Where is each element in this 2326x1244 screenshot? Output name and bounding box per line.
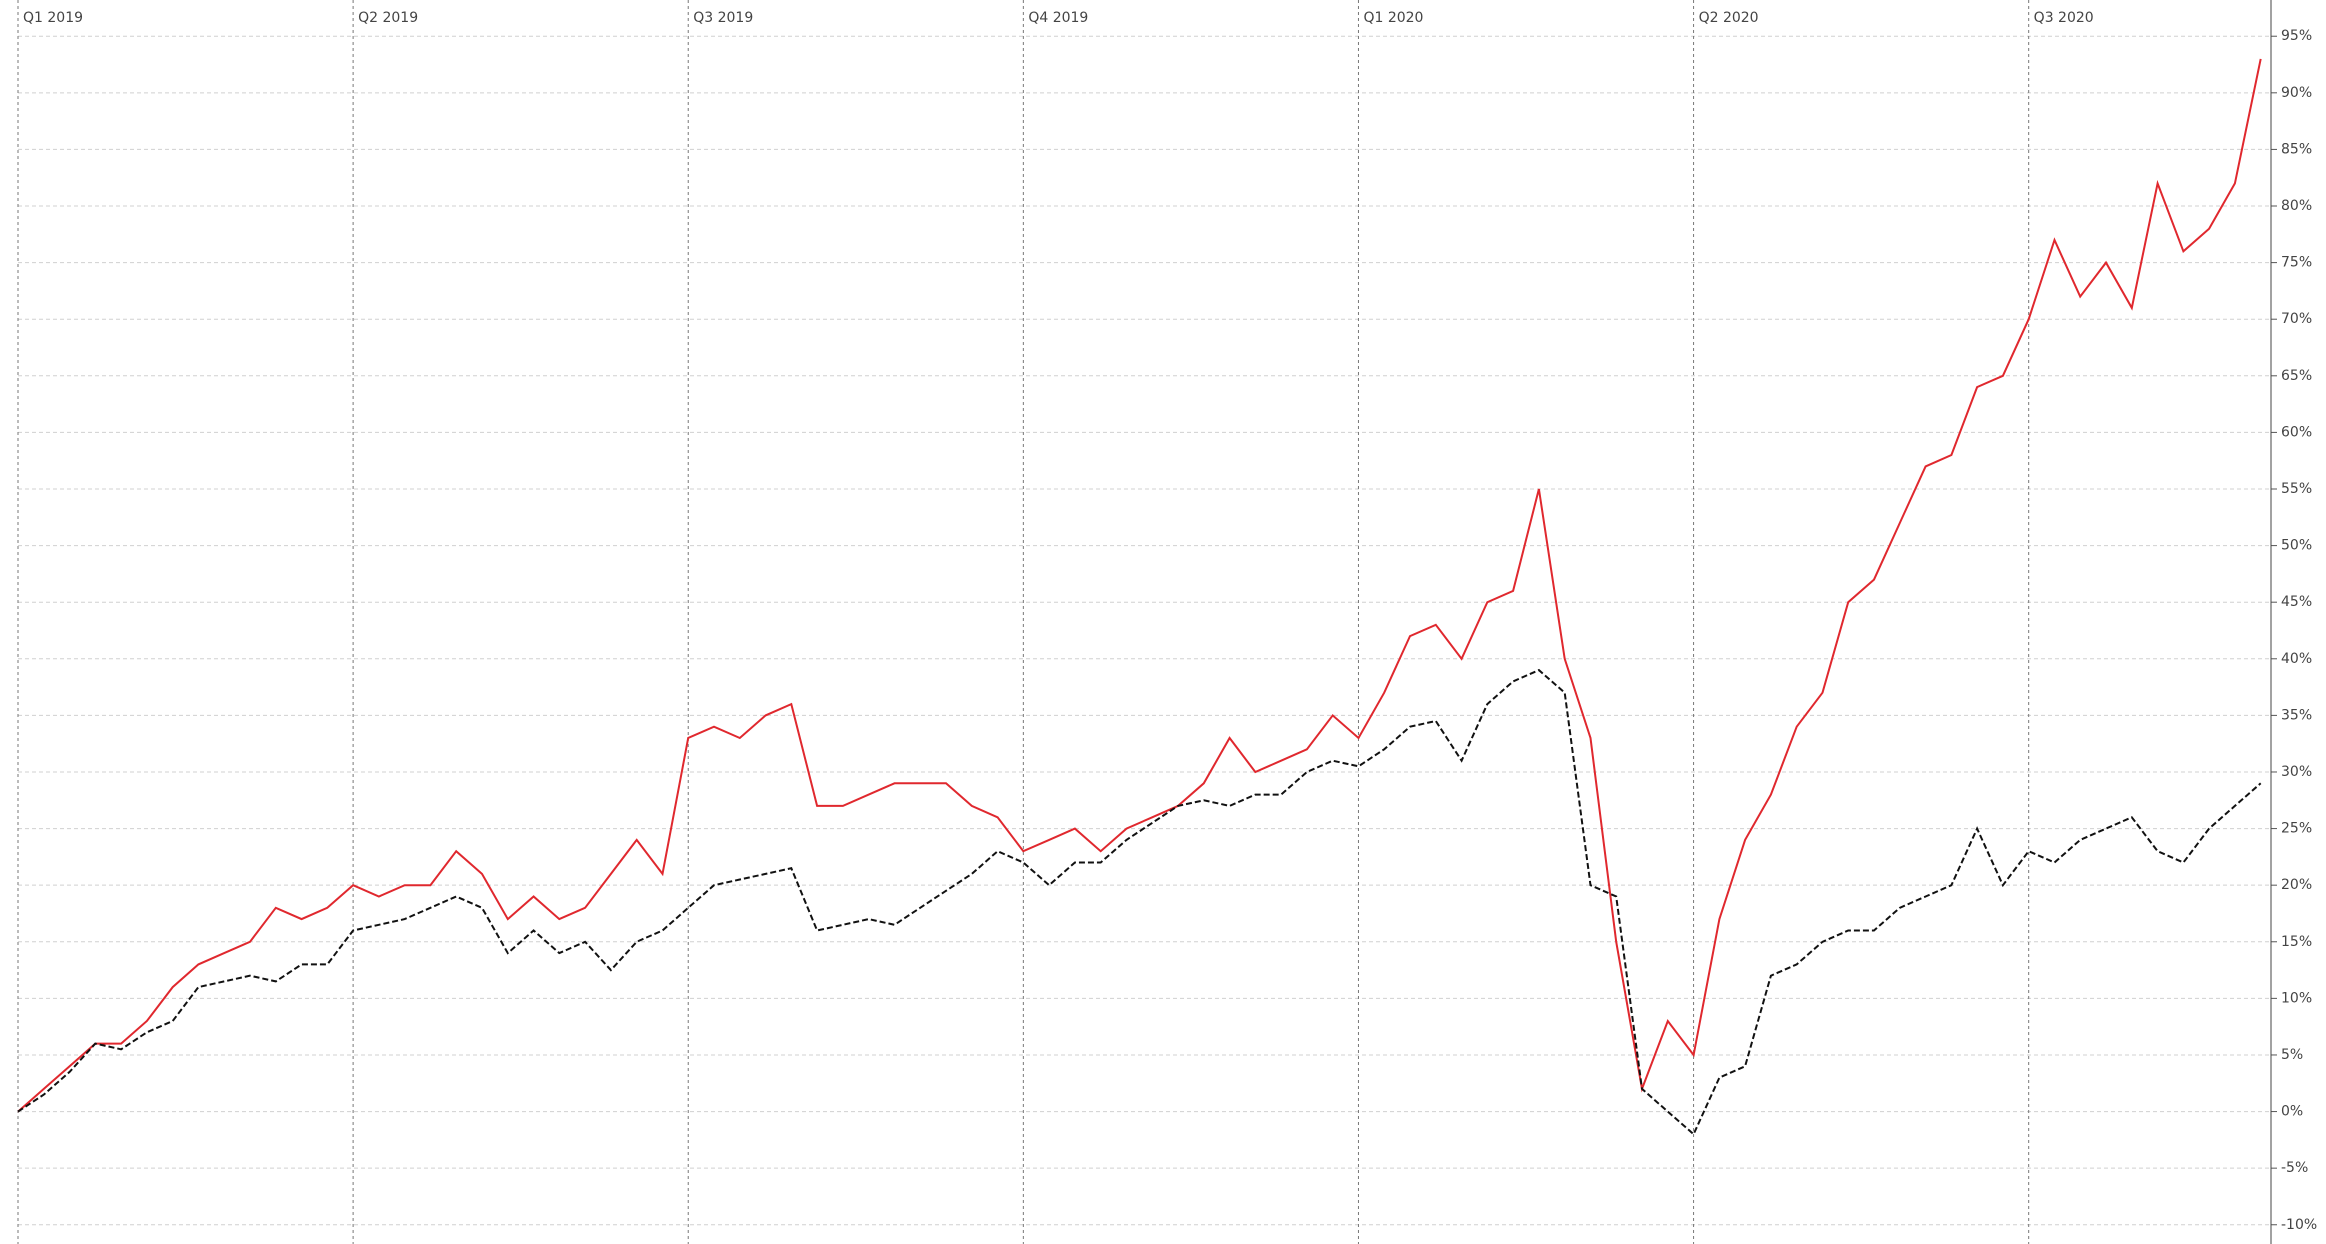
y-tick-label: 20% — [2281, 877, 2312, 893]
x-tick-label: Q3 2019 — [693, 10, 753, 26]
y-tick-label: -10% — [2281, 1217, 2317, 1233]
y-tick-label: 25% — [2281, 821, 2312, 837]
series-line — [17, 668, 2262, 1136]
y-tick-label: 40% — [2281, 651, 2312, 667]
y-tick-label: 35% — [2281, 707, 2312, 723]
y-tick-label: 5% — [2281, 1047, 2303, 1063]
y-tick-label: -5% — [2281, 1160, 2308, 1176]
y-tick-label: 60% — [2281, 424, 2312, 440]
y-tick-label: 90% — [2281, 85, 2312, 101]
y-tick-label: 50% — [2281, 538, 2312, 554]
y-tick-label: 70% — [2281, 311, 2312, 327]
x-tick-label: Q2 2019 — [358, 10, 418, 26]
y-tick-label: 10% — [2281, 990, 2312, 1006]
y-tick-label: 55% — [2281, 481, 2312, 497]
y-tick-label: 65% — [2281, 368, 2312, 384]
x-tick-label: Q2 2020 — [1699, 10, 1759, 26]
x-tick-label: Q3 2020 — [2034, 10, 2094, 26]
y-tick-label: 85% — [2281, 141, 2312, 157]
series-line — [17, 58, 2262, 1113]
y-tick-label: 75% — [2281, 255, 2312, 271]
y-tick-label: 80% — [2281, 198, 2312, 214]
y-tick-label: 45% — [2281, 594, 2312, 610]
y-tick-label: 15% — [2281, 934, 2312, 950]
y-tick-label: 0% — [2281, 1104, 2303, 1120]
x-tick-label: Q1 2020 — [1363, 10, 1423, 26]
x-tick-label: Q1 2019 — [23, 10, 83, 26]
y-tick-label: 30% — [2281, 764, 2312, 780]
x-tick-label: Q4 2019 — [1028, 10, 1088, 26]
y-tick-label: 95% — [2281, 28, 2312, 44]
